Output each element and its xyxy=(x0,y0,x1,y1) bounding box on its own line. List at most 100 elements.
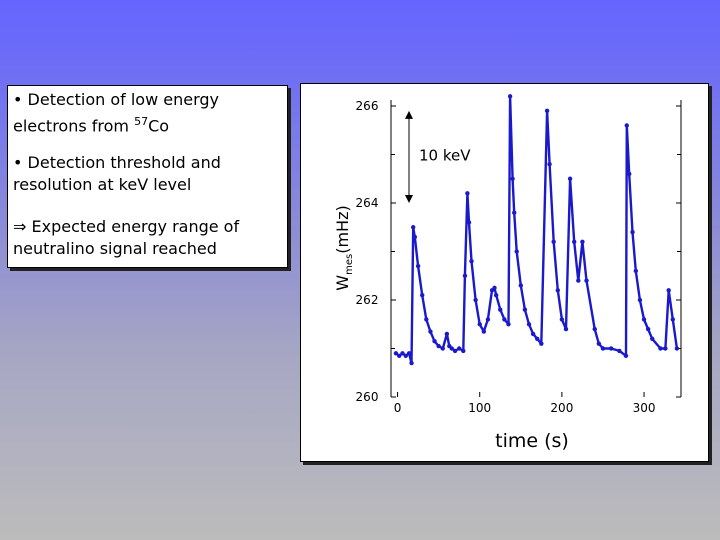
data-point xyxy=(393,351,399,356)
data-point xyxy=(406,351,412,356)
data-point xyxy=(412,234,418,240)
y-tick-label: 262 xyxy=(356,293,379,307)
annotation-label: 10 keV xyxy=(419,147,471,165)
y-axis-label-main: W xyxy=(333,275,352,291)
bullet-line: • Detection threshold and xyxy=(13,153,221,172)
data-point xyxy=(424,317,429,322)
data-point xyxy=(658,346,663,351)
chart-panel: 260 262 264 266 0 100 200 300 10 keV time (s) W… xyxy=(300,83,709,462)
bullet-threshold: • Detection threshold and resolution at … xyxy=(13,152,221,196)
data-point xyxy=(624,123,629,128)
data-point xyxy=(637,297,643,303)
data-point xyxy=(436,343,441,349)
isotope-symbol: Co xyxy=(148,116,170,136)
data-point xyxy=(403,353,408,358)
data-point xyxy=(465,191,470,196)
data-point xyxy=(584,278,589,283)
data-point xyxy=(506,322,511,327)
data-point xyxy=(623,353,629,358)
data-point xyxy=(492,285,497,291)
data-point xyxy=(617,348,622,354)
bullet-low-energy: • Detection of low energy electrons from… xyxy=(13,89,219,137)
data-point xyxy=(544,108,550,114)
bullet-line: electrons from 57Co xyxy=(13,111,219,137)
data-point xyxy=(674,346,680,351)
y-tick-label: 266 xyxy=(356,99,379,113)
data-point xyxy=(461,348,466,354)
data-point xyxy=(518,283,524,288)
data-point xyxy=(650,336,655,341)
y-axis-label-sub: mes xyxy=(344,254,355,275)
data-point xyxy=(663,346,668,351)
y-tick-label: 264 xyxy=(356,196,379,210)
series-layer xyxy=(393,94,680,366)
bullet-line: resolution at keV level xyxy=(13,175,192,194)
data-point xyxy=(670,317,675,322)
data-point xyxy=(485,317,491,322)
data-point xyxy=(539,341,544,346)
y-axis-label: Wmes(mHz) xyxy=(333,205,355,290)
data-point xyxy=(449,346,454,351)
data-point xyxy=(397,353,402,358)
data-point xyxy=(641,317,647,322)
bullet-line: • Detection of low energy xyxy=(13,90,219,109)
data-point xyxy=(666,288,671,293)
data-point xyxy=(530,331,536,337)
data-point xyxy=(444,331,450,337)
data-point xyxy=(535,336,540,341)
data-point xyxy=(440,346,445,351)
data-point xyxy=(420,292,425,298)
bullet-line-part: electrons from xyxy=(13,116,135,136)
data-point xyxy=(551,239,556,244)
data-point xyxy=(563,326,569,332)
bullet-line: ⇒ Expected energy range of xyxy=(13,217,240,236)
data-point xyxy=(469,259,474,264)
data-point xyxy=(462,273,468,278)
data-point xyxy=(510,176,515,181)
y-axis-label-unit: (mHz) xyxy=(333,205,352,254)
annotation-layer: 10 keV xyxy=(405,110,471,203)
tick-labels: 260 262 264 266 0 100 200 300 xyxy=(356,99,656,415)
data-point xyxy=(410,225,416,230)
text-panel: • Detection of low energy electrons from… xyxy=(7,85,288,268)
x-tick-label: 0 xyxy=(394,401,402,415)
data-point xyxy=(572,239,577,244)
data-point xyxy=(526,322,532,327)
x-tick-label: 300 xyxy=(633,401,656,415)
annotation-arrow-head-up xyxy=(405,110,413,119)
data-point xyxy=(452,348,458,354)
data-point xyxy=(576,278,581,283)
x-tick-label: 200 xyxy=(550,401,573,415)
data-point xyxy=(415,263,421,269)
data-point xyxy=(547,162,552,167)
data-point xyxy=(633,268,639,274)
isotope-mass-number: 57 xyxy=(134,115,149,128)
data-point xyxy=(409,360,414,366)
data-point xyxy=(428,329,433,334)
series-line xyxy=(395,95,679,365)
data-point xyxy=(522,307,528,312)
data-point xyxy=(432,339,437,344)
data-point xyxy=(608,346,614,351)
data-point xyxy=(630,229,635,235)
data-point xyxy=(400,351,405,356)
axes xyxy=(390,100,682,398)
bullet-neutralino: ⇒ Expected energy range of neutralino si… xyxy=(13,216,239,260)
data-point xyxy=(477,322,482,327)
data-point xyxy=(559,317,565,322)
data-point xyxy=(592,326,597,332)
y-tick-label: 260 xyxy=(356,390,379,404)
data-point xyxy=(627,171,632,177)
data-point xyxy=(502,317,507,322)
bullet-line: neutralino signal reached xyxy=(13,239,217,258)
data-point xyxy=(473,297,478,303)
data-point xyxy=(466,220,472,225)
x-tick-label: 100 xyxy=(468,401,491,415)
data-point xyxy=(645,326,651,332)
annotation-arrow-head-down xyxy=(405,195,413,203)
data-point xyxy=(596,341,602,346)
data-point xyxy=(512,210,517,215)
frequency-chart: 260 262 264 266 0 100 200 300 10 keV time (s) W… xyxy=(333,94,682,452)
data-point xyxy=(600,346,606,351)
data-point xyxy=(555,288,560,293)
